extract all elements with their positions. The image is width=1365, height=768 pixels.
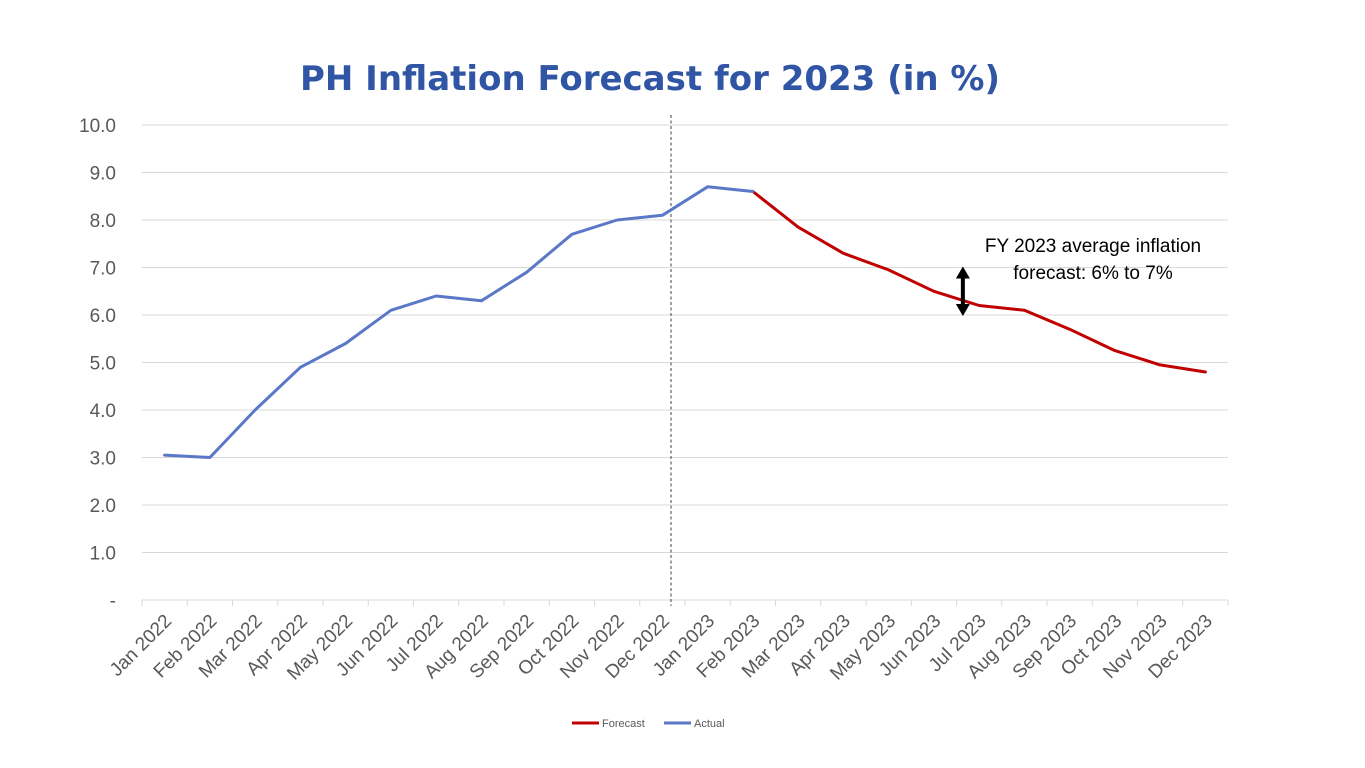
series-line-forecast xyxy=(751,190,1207,374)
y-tick-label: 8.0 xyxy=(90,211,116,232)
legend-label: Actual xyxy=(694,718,725,730)
chart-title: PH Inflation Forecast for 2023 (in %) xyxy=(300,59,1000,99)
y-tick-label: 9.0 xyxy=(90,164,116,185)
y-tick-label: 6.0 xyxy=(90,306,116,327)
y-tick-label: 7.0 xyxy=(90,259,116,280)
y-tick-label: 3.0 xyxy=(90,449,116,470)
y-tick-label: 2.0 xyxy=(90,496,116,517)
annotation-text-line: forecast: 6% to 7% xyxy=(1013,263,1173,284)
y-tick-label: 10.0 xyxy=(79,116,116,137)
y-tick-label: 4.0 xyxy=(90,401,116,422)
y-tick-label: - xyxy=(110,591,116,612)
legend: Forecast Actual xyxy=(572,718,725,730)
legend-label: Forecast xyxy=(602,718,645,730)
forecast-annotation: FY 2023 average inflation forecast: 6% to… xyxy=(955,236,1201,316)
range-arrow-head-up xyxy=(955,266,970,279)
y-tick-label: 5.0 xyxy=(90,354,116,375)
annotation-text-line: FY 2023 average inflation xyxy=(985,236,1201,257)
series-lines xyxy=(163,185,1207,459)
range-arrow-head-down xyxy=(955,304,970,316)
gridlines xyxy=(142,124,1228,553)
series-line-actual xyxy=(163,185,755,459)
y-tick-label: 1.0 xyxy=(90,544,116,565)
